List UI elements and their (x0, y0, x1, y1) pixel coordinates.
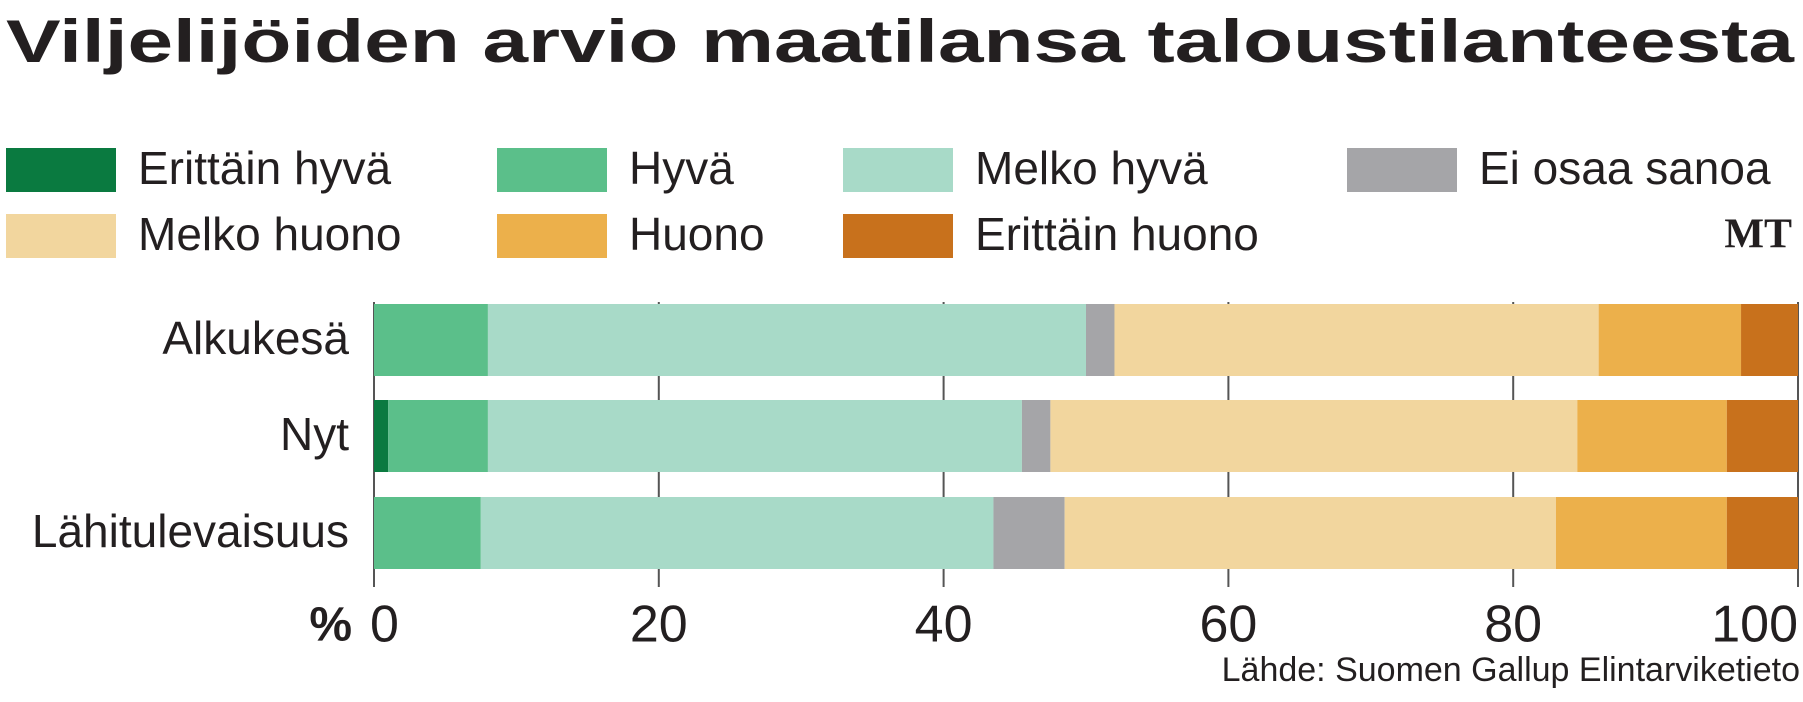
y-tick-label: Alkukesä (162, 312, 349, 364)
legend-label: Hyvä (629, 142, 734, 194)
bar-segment (993, 497, 1065, 569)
legend-label: Erittäin hyvä (138, 142, 392, 194)
bar-segment (1021, 400, 1051, 472)
y-tick-label: Lähitulevaisuus (32, 505, 349, 557)
bar-segment (1050, 400, 1578, 472)
x-tick-label: 0 (370, 596, 399, 654)
bar-segment (1598, 304, 1742, 376)
x-tick-label: 40 (915, 596, 973, 654)
y-tick-label: Nyt (280, 408, 349, 460)
legend-swatch (497, 148, 607, 192)
bar-segment (1726, 400, 1798, 472)
bar-segment (1114, 304, 1599, 376)
legend-swatch (1347, 148, 1457, 192)
logo: MT (1724, 212, 1792, 258)
source: Lähde: Suomen Gallup Elintarviketieto (1222, 651, 1800, 689)
chart-title: Viljelijöiden arvio maatilansa taloustil… (6, 8, 1795, 75)
legend-label: Huono (629, 208, 765, 260)
legend-label: Melko hyvä (975, 142, 1208, 194)
bar-segment (480, 497, 994, 569)
legend-label: Melko huono (138, 208, 401, 260)
bar-segment (374, 497, 481, 569)
legend-swatch (843, 148, 953, 192)
x-tick-label: 80 (1484, 596, 1542, 654)
x-axis-label: % (309, 599, 352, 652)
bar-segment (374, 400, 389, 472)
bar-segment (487, 304, 1086, 376)
bar-segment (374, 304, 488, 376)
bar-segment (1086, 304, 1115, 376)
legend-label: Ei osaa sanoa (1479, 142, 1771, 194)
x-tick-label: 20 (630, 596, 688, 654)
bar-segment (388, 400, 488, 472)
bar-segment (487, 400, 1022, 472)
legend-swatch (497, 214, 607, 258)
legend-swatch (843, 214, 953, 258)
bar-segment (1726, 497, 1798, 569)
bar-segment (1555, 497, 1727, 569)
legend-label: Erittäin huono (975, 208, 1259, 260)
legend-swatch (6, 214, 116, 258)
bar-segment (1577, 400, 1727, 472)
bar-segment (1064, 497, 1556, 569)
legend-swatch (6, 148, 116, 192)
x-tick-label: 100 (1711, 596, 1798, 654)
x-tick-label: 60 (1199, 596, 1257, 654)
bar-segment (1741, 304, 1798, 376)
